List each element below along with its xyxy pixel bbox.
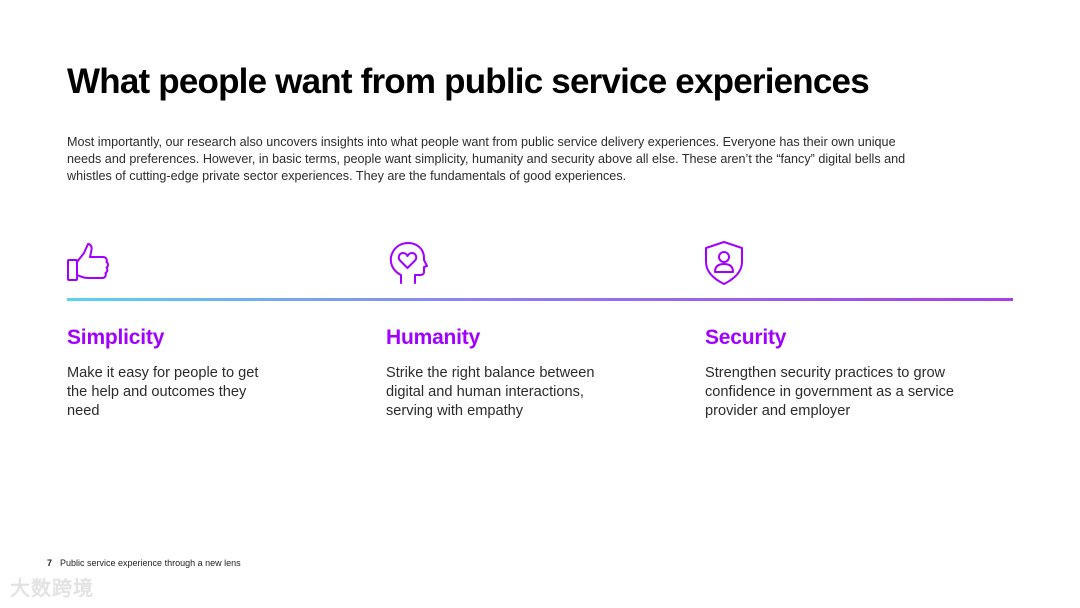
- page-title: What people want from public service exp…: [67, 62, 870, 101]
- pillar-humanity: Humanity Strike the right balance betwee…: [386, 326, 656, 421]
- thumbs-up-icon: [66, 240, 112, 286]
- pillar-heading: Simplicity: [67, 326, 165, 349]
- pillar-text: Make it easy for people to get the help …: [67, 365, 259, 419]
- pillar-text: Strengthen security practices to grow co…: [705, 365, 955, 419]
- pillar-security: Security Strengthen security practices t…: [705, 326, 975, 421]
- page-footer: 7 Public service experience through a new…: [47, 558, 241, 568]
- pillar-heading: Security: [705, 326, 787, 349]
- page-number: 7: [47, 558, 53, 568]
- watermark: 大数跨境: [10, 576, 94, 600]
- intro-paragraph: Most importantly, our research also unco…: [67, 135, 906, 183]
- pillar-heading: Humanity: [386, 326, 481, 349]
- pillar-text: Strike the right balance between digital…: [386, 365, 595, 419]
- head-heart-icon: [385, 240, 431, 286]
- gradient-divider: [67, 298, 1013, 301]
- pillar-simplicity: Simplicity Make it easy for people to ge…: [67, 326, 337, 421]
- footer-text: Public service experience through a new …: [60, 558, 241, 568]
- shield-user-icon: [703, 240, 749, 286]
